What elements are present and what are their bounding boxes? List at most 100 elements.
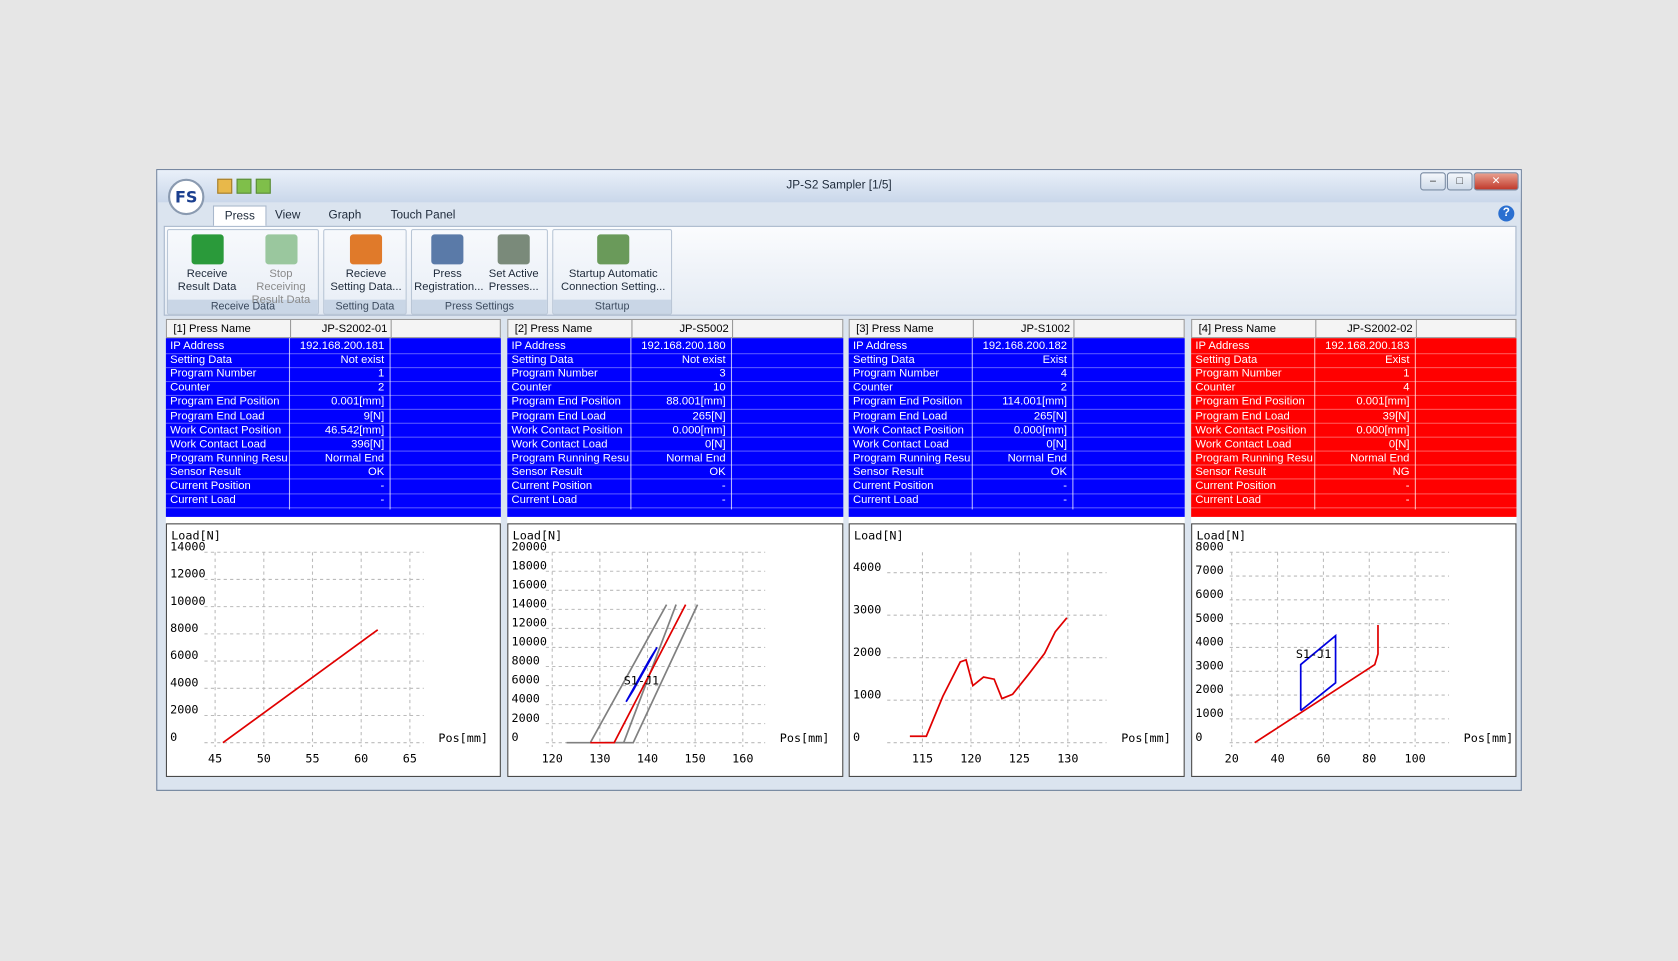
status-table: IP Address 192.168.200.182 Setting Data Exi… [848,338,1185,517]
header-label: [2] Press Name [514,322,593,335]
y-tick-label: 7000 [1195,563,1223,577]
ribbon-tab[interactable]: View [275,208,301,222]
row-value: 192.168.200.181 [299,339,385,353]
title-bar: JP-S2 Sampler [1/5] – □ ✕ [157,170,1521,203]
button-label: Press [432,267,462,281]
row-line [507,436,844,438]
header-label: [4] Press Name [1198,322,1277,335]
row-value: 192.168.200.183 [1325,339,1410,353]
chart-box: 0 2000 4000 6000 8000 10000 12000 14000 16000 180… [507,523,844,777]
ribbon-tab[interactable]: Press [212,205,267,226]
app-logo[interactable]: FS [168,178,205,216]
row-line [848,492,1185,494]
row-label: IP Address [170,339,225,353]
button-label: Registration... [414,280,484,294]
ribbon-tab[interactable]: Graph [328,208,362,222]
row-label: Program Running Result [1195,451,1314,465]
row-value: 396[N] [351,437,385,451]
chart: 0 2000 4000 6000 8000 10000 12000 14000 45 50 55 60… [170,529,488,766]
row-label: Work Contact Load [1195,437,1292,451]
row-line [1191,506,1517,508]
minimize-button[interactable]: – [1420,172,1446,191]
row-line [165,492,501,494]
col-divider [1072,338,1074,510]
table-header: [1] Press Name JP-S2002-01 [165,318,501,339]
x-tick-label: 55 [305,751,319,765]
row-value: 192.168.200.182 [982,339,1067,353]
row-line [848,506,1185,508]
chart: 0 2000 4000 6000 8000 10000 12000 14000 16000 180… [512,529,830,766]
y-tick-label: 1000 [853,687,881,701]
row-line [507,422,844,424]
button-icon [264,234,297,265]
row-line [507,380,844,382]
row-line [1191,380,1517,382]
row-value: Normal End [1007,451,1067,465]
row-value: - [721,493,726,507]
table-header: [3] Press Name JP-S1002 [848,318,1185,339]
header-divider [631,319,633,338]
col-divider [389,338,391,510]
row-line [165,436,501,438]
row-label: IP Address [852,339,908,353]
row-line [507,408,844,410]
button-label: Setting Data... [330,280,402,294]
row-label: Program End Load [852,409,948,423]
ribbon-button[interactable]: Set Active Presses... [481,234,547,298]
row-value: 3 [719,367,726,381]
ribbon-button[interactable]: Recieve Setting Data... [326,234,405,298]
ribbon-button[interactable]: Startup Automatic Connection Setting... [555,234,671,298]
row-label: Work Contact Position [852,423,964,437]
qa-open[interactable] [217,178,233,194]
x-tick-label: 140 [637,751,658,765]
button-label: Recieve [345,267,387,281]
group-label: Setting Data [324,299,406,314]
col-divider [288,338,291,510]
y-tick-label: 5000 [1195,611,1223,625]
row-line [165,478,501,480]
x-tick-label: 50 [257,751,271,765]
row-line [848,422,1185,424]
row-line [1191,352,1517,354]
qa-save[interactable] [236,178,252,194]
chart: 0 1000 2000 3000 4000 115 120 125 130 Load[N] Pos[… [853,529,1171,766]
x-tick-label: 160 [732,751,753,765]
button-icon [597,234,630,265]
ribbon: Receive Data Receive Result Data Stop Recei… [163,225,1517,316]
ribbon-button[interactable]: Receive Result Data [170,234,244,298]
close-button[interactable]: ✕ [1473,172,1519,191]
ribbon-button[interactable]: Press Registration... [414,234,484,298]
ribbon-group: Press Settings Press Registration... Set Ac… [410,229,548,315]
row-line [507,492,844,494]
button-label: Result Data [251,293,311,307]
row-value: 192.168.200.180 [641,339,726,353]
row-line [165,408,501,410]
maximize-button[interactable]: □ [1446,172,1473,191]
row-value: 9[N] [363,409,385,423]
chart: 0 1000 2000 3000 4000 5000 6000 7000 8000 20 40 60 8… [1195,529,1513,766]
y-tick-label: 6000 [1195,587,1223,601]
ribbon-tab[interactable]: Touch Panel [390,208,456,222]
header-name: JP-S2002-02 [1347,322,1413,335]
row-value: - [380,479,385,493]
y-tick-label: 0 [170,730,177,744]
row-label: Program Running Result [170,451,288,465]
ribbon-group: Startup Startup Automatic Connection Setti… [552,229,673,315]
data-line [1254,624,1379,744]
row-value: Normal End [666,451,726,465]
header-name: JP-S1002 [1020,322,1071,335]
col-divider [730,338,733,510]
row-line [848,380,1185,382]
row-value: Exist [1042,353,1067,367]
row-line [848,436,1185,438]
row-value: NG [1392,465,1410,479]
row-value: 0.001[mm] [331,395,385,409]
button-label: Connection Setting... [561,280,666,294]
row-line [507,366,844,368]
row-line [848,464,1185,466]
y-tick-label: 0 [853,730,860,744]
qa-save-as[interactable] [255,178,271,194]
row-label: Current Load [170,493,236,507]
y-tick-label: 14000 [512,597,547,611]
help-button[interactable]: ? [1498,205,1515,222]
